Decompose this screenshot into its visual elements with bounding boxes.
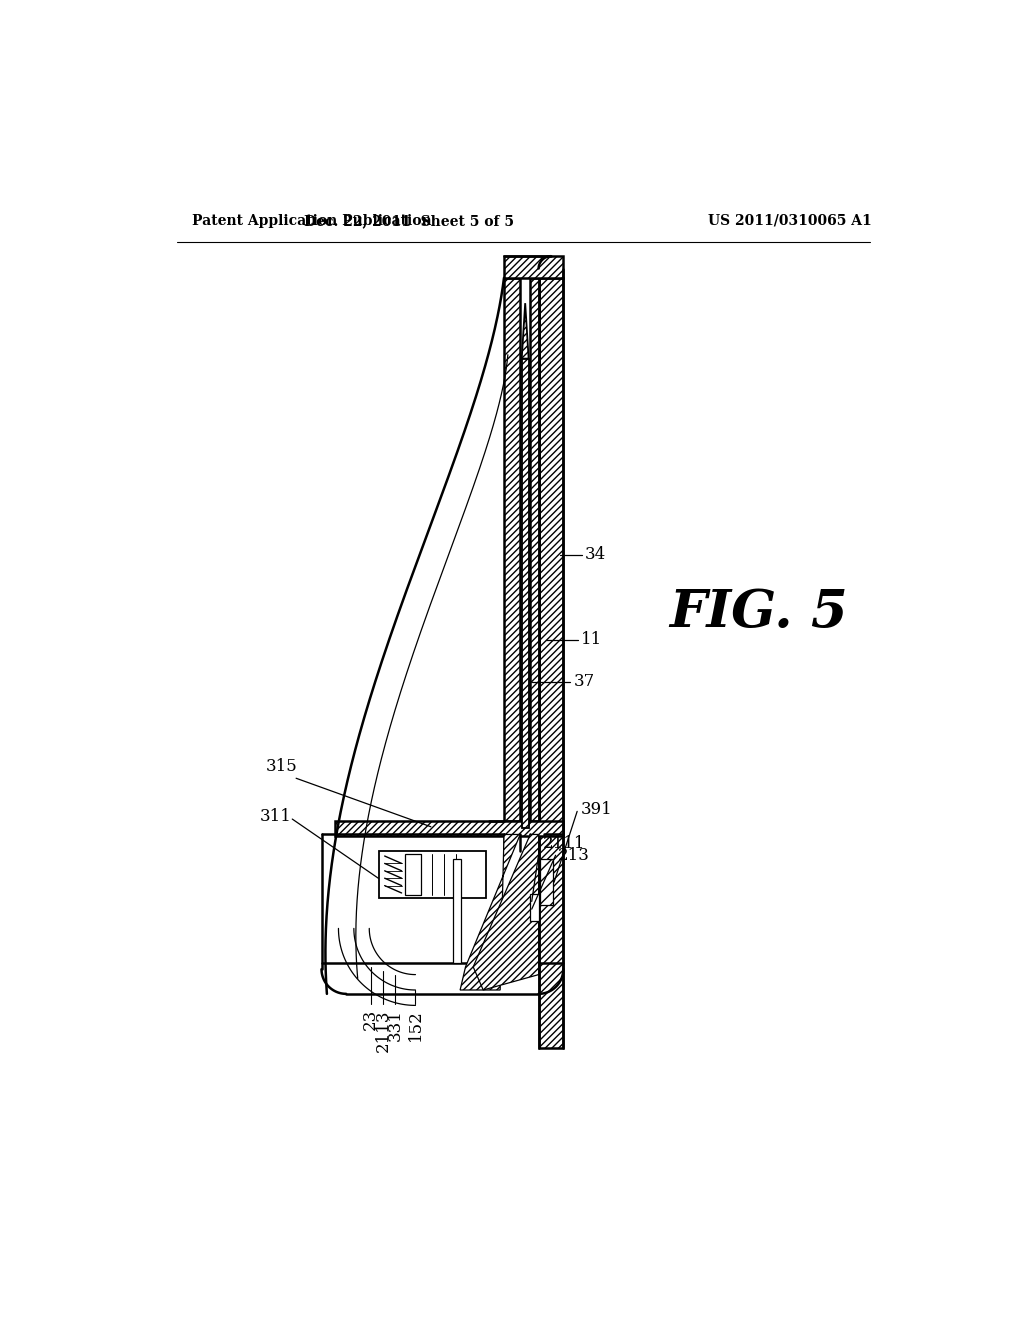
Text: Patent Application Publication: Patent Application Publication	[193, 214, 432, 228]
Polygon shape	[460, 834, 520, 990]
Bar	[530, 277, 539, 821]
Bar	[335, 821, 563, 836]
Text: 2113: 2113	[375, 1010, 391, 1052]
Bar	[504, 277, 520, 821]
Polygon shape	[473, 834, 539, 990]
Bar	[530, 894, 539, 921]
Text: FIG. 5: FIG. 5	[670, 587, 848, 638]
Text: Dec. 22, 2011  Sheet 5 of 5: Dec. 22, 2011 Sheet 5 of 5	[304, 214, 514, 228]
Bar	[521, 359, 528, 829]
Text: 34: 34	[585, 546, 606, 564]
Bar	[379, 851, 486, 898]
Text: 391: 391	[581, 800, 612, 817]
Text: 311: 311	[260, 808, 292, 825]
Text: 2111: 2111	[543, 836, 585, 853]
Text: 213: 213	[558, 846, 590, 863]
Text: US 2011/0310065 A1: US 2011/0310065 A1	[708, 214, 871, 228]
Text: 331: 331	[387, 1010, 403, 1041]
Text: 23: 23	[362, 1010, 379, 1031]
Bar	[541, 859, 553, 906]
Bar	[454, 859, 461, 964]
Text: 315: 315	[265, 758, 297, 775]
Text: 37: 37	[573, 673, 595, 690]
Polygon shape	[521, 304, 528, 359]
Bar	[504, 256, 563, 277]
Bar	[539, 277, 563, 1048]
Bar	[406, 854, 421, 895]
Text: 11: 11	[581, 631, 602, 648]
Text: 152: 152	[407, 1010, 424, 1041]
